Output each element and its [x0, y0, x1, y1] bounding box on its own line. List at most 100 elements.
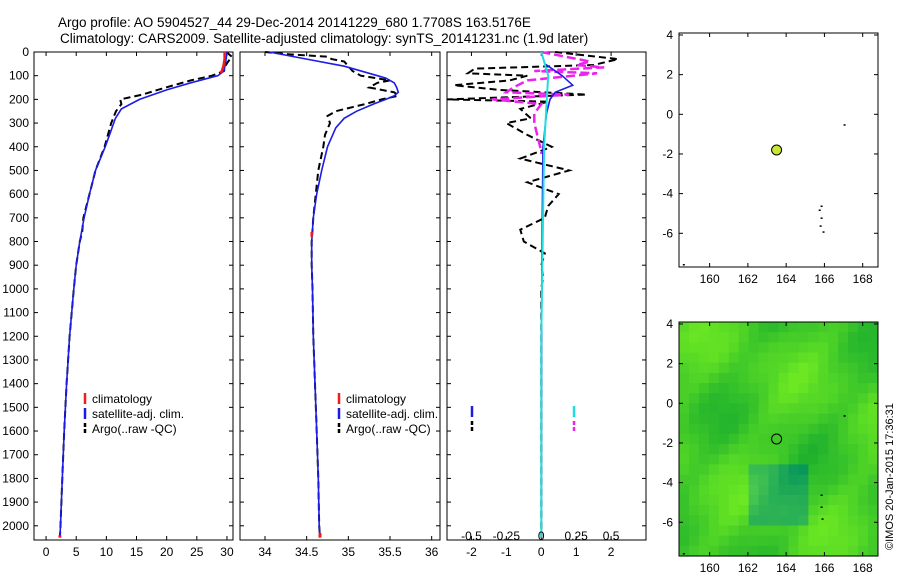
sla-heatmap-cell: [798, 413, 809, 425]
temperature-frame: [33, 51, 234, 541]
sla-heatmap-cell: [818, 362, 829, 374]
sla-heatmap-cell: [768, 403, 779, 415]
sla-heatmap-cell: [858, 383, 869, 394]
sla-map-xtick-label: 164: [776, 561, 796, 575]
sla-heatmap-cell: [848, 545, 859, 557]
sla-heatmap-cell: [828, 362, 839, 374]
sla-heatmap-cell: [689, 342, 700, 354]
sla-heatmap-cell: [689, 505, 700, 516]
sla-heatmap-cell: [788, 413, 799, 425]
sla-heatmap-cell: [768, 515, 779, 527]
sla-heatmap-cell: [758, 322, 770, 333]
sla-heatmap-cell: [818, 322, 829, 333]
sla-heatmap-cell: [778, 332, 789, 343]
sla-heatmap-cell: [758, 464, 770, 476]
sla-heatmap-cell: [838, 525, 849, 537]
sla-heatmap-cell: [758, 393, 770, 404]
sla-heatmap-cell: [768, 423, 779, 435]
sla-heatmap-cell: [768, 545, 779, 557]
sst-map-coast-speck: [843, 124, 846, 126]
sla-map-coast-speck: [843, 415, 846, 417]
sla-heatmap-cell: [818, 545, 829, 557]
difference-xtick-label: -2: [466, 545, 477, 559]
sla-heatmap-cell: [808, 484, 819, 496]
sla-heatmap-cell: [798, 342, 809, 354]
sla-heatmap-cell: [698, 362, 710, 374]
sla-heatmap-cell: [808, 515, 819, 527]
sla-heatmap-cell: [848, 332, 859, 343]
sla-heatmap-cell: [728, 433, 740, 445]
sla-heatmap-cell: [828, 433, 839, 445]
sla-heatmap-cell: [778, 454, 789, 466]
sla-heatmap-cell: [708, 474, 720, 486]
sla-heatmap-cell: [728, 444, 740, 455]
sla-heatmap-cell: [689, 403, 700, 415]
sla-heatmap-cell: [698, 433, 710, 445]
depth-tick-label: 200: [9, 92, 29, 106]
sla-heatmap-cell: [808, 495, 819, 506]
sla-heatmap-cell: [858, 535, 869, 547]
difference-panel: -2 -1 0 1 2 -0.5 -0.25 0 0.25 0.5: [446, 50, 647, 559]
depth-tick-label: 400: [9, 140, 29, 154]
sla-heatmap-cell: [708, 322, 720, 333]
sla-heatmap-cell: [689, 383, 700, 394]
sla-heatmap-cell: [868, 383, 879, 394]
sla-heatmap-cell: [698, 495, 710, 506]
sla-heatmap-cell: [868, 362, 879, 374]
sla-heatmap-cell: [748, 393, 760, 404]
sla-heatmap-cell: [689, 393, 700, 404]
sla-heatmap-cell: [679, 383, 690, 394]
temperature-argo-line: [58, 51, 234, 538]
sla-heatmap-cell: [768, 362, 779, 374]
sla-heatmap-cell: [848, 515, 859, 527]
sla-heatmap-cell: [689, 423, 700, 435]
sla-heatmap-cell: [708, 454, 720, 466]
sla-heatmap-cell: [689, 352, 700, 364]
depth-tick-label: 900: [9, 258, 29, 272]
sla-heatmap-cell: [858, 484, 869, 496]
sla-heatmap-cell: [868, 535, 879, 547]
sla-map-coast-speck: [820, 506, 823, 508]
sla-heatmap-cell: [818, 393, 829, 404]
sla-heatmap-cell: [728, 403, 740, 415]
sla-heatmap-cell: [828, 444, 839, 455]
sla-heatmap-cell: [689, 545, 700, 557]
sla-heatmap-cell: [718, 423, 730, 435]
sla-heatmap-cell: [778, 525, 789, 537]
sla-heatmap-cell: [808, 505, 819, 516]
salinity-xtick-label: 35.5: [378, 545, 402, 559]
depth-tick-label: 2000: [2, 519, 29, 533]
difference-xtick-label: 0: [538, 545, 545, 559]
sla-heatmap-cell: [698, 444, 710, 455]
sla-heatmap-cell: [868, 484, 879, 496]
sla-heatmap-cell: [748, 444, 760, 455]
sla-heatmap-cell: [808, 444, 819, 455]
sla-heatmap-cell: [718, 393, 730, 404]
sla-heatmap-cell: [808, 413, 819, 425]
sla-heatmap-cell: [858, 444, 869, 455]
sla-heatmap-cell: [798, 322, 809, 333]
sla-heatmap-cell: [858, 433, 869, 445]
sla-heatmap-cell: [718, 352, 730, 364]
header-line-2: Climatology: CARS2009. Satellite-adjuste…: [60, 31, 588, 46]
sla-heatmap-cell: [798, 545, 809, 557]
sla-heatmap-cell: [828, 515, 839, 527]
temperature-panel: 0 5 10 15 20 25 300100200300400500600700800900…: [2, 45, 234, 559]
sla-heatmap-cell: [838, 495, 849, 506]
sla-heatmap-cell: [718, 342, 730, 354]
sla-heatmap-cell: [828, 545, 839, 557]
sst-map-ytick-label: -2: [662, 147, 673, 161]
sla-heatmap-cell: [728, 332, 740, 343]
sla-heatmap-cell: [848, 362, 859, 374]
depth-tick-label: 1300: [2, 353, 29, 367]
sla-heatmap-cell: [738, 383, 750, 394]
sla-heatmap-cell: [738, 342, 750, 354]
sla-heatmap-cell: [778, 505, 789, 516]
sla-heatmap-cell: [848, 403, 859, 415]
sla-heatmap-cell: [838, 322, 849, 333]
sla-heatmap-cell: [689, 332, 700, 343]
sla-heatmap-cell: [828, 393, 839, 404]
sla-heatmap-cell: [728, 515, 740, 527]
sla-heatmap-cell: [788, 372, 799, 384]
depth-tick-label: 800: [9, 235, 29, 249]
